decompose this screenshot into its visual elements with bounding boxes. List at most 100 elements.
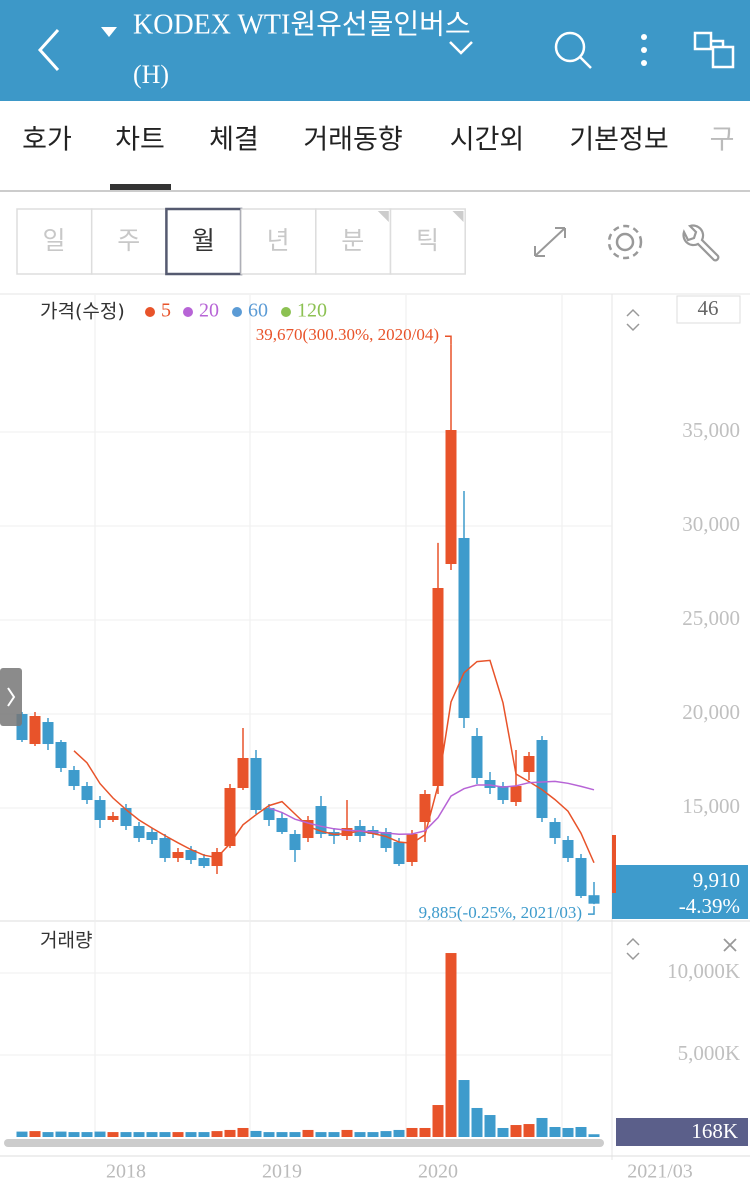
candle-body <box>94 800 106 821</box>
volume-bar <box>471 1107 483 1137</box>
volume-bar <box>42 1132 54 1137</box>
candle-body <box>315 806 327 835</box>
volume-bar <box>29 1131 41 1137</box>
candle-body <box>588 895 600 904</box>
current-price-box <box>612 865 748 919</box>
search-button[interactable] <box>554 31 592 69</box>
volume-bar <box>237 1127 249 1137</box>
legend-entry: 120 <box>297 300 327 322</box>
count-value: 46 <box>698 296 719 320</box>
volume-bar <box>367 1132 379 1137</box>
candle-body <box>432 588 444 787</box>
candle-body <box>224 788 236 847</box>
tab-underline <box>110 184 171 190</box>
legend-dot <box>281 307 291 317</box>
volume-bar <box>198 1132 210 1137</box>
volume-bar <box>523 1124 535 1137</box>
candle-body <box>471 736 483 779</box>
tools-button[interactable] <box>682 224 720 262</box>
x-tick-label: 2018 <box>106 1161 146 1183</box>
volume-bar <box>289 1132 301 1137</box>
tab[interactable]: 거래동향 <box>303 125 402 156</box>
candle-body <box>523 756 535 773</box>
legend-entry: 5 <box>161 300 171 322</box>
current-price: 9,910 <box>693 868 740 892</box>
candle-body <box>211 851 223 867</box>
volume-bar <box>393 1129 405 1137</box>
side-panel-handle[interactable] <box>0 668 22 726</box>
window-button[interactable] <box>693 31 735 69</box>
candle-body <box>419 793 431 823</box>
volume-bar <box>380 1131 392 1137</box>
menu-button[interactable] <box>641 34 647 66</box>
volume-bar <box>185 1132 197 1137</box>
annotation-arrow <box>445 335 452 345</box>
volume-scale-toggle[interactable] <box>626 937 640 961</box>
stock-subtitle: (H) <box>133 60 169 89</box>
chart-label: 가격(수정) <box>40 301 125 323</box>
candle-body <box>276 818 288 833</box>
count-box[interactable] <box>676 295 741 324</box>
scrollbar[interactable] <box>4 1139 604 1147</box>
candle-body <box>198 858 210 867</box>
tab[interactable]: 차트 <box>115 125 165 156</box>
period-button[interactable] <box>240 208 317 275</box>
volume-bar <box>406 1127 418 1137</box>
volume-bar <box>120 1132 132 1137</box>
candle-body <box>575 858 587 897</box>
y-tick-label: 25,000 <box>682 606 740 630</box>
candle-body <box>536 740 548 819</box>
volume-bar <box>263 1132 275 1137</box>
legend-dot <box>183 307 193 317</box>
tab[interactable]: 호가 <box>22 125 72 156</box>
expand-title[interactable] <box>449 41 473 55</box>
candle-body <box>549 822 561 839</box>
candle-body <box>133 825 145 839</box>
volume-bar <box>562 1127 574 1137</box>
period-button[interactable] <box>389 208 466 275</box>
period-button[interactable] <box>315 208 392 275</box>
fullscreen-button[interactable] <box>534 227 566 257</box>
back-button[interactable] <box>37 28 60 72</box>
candle-body <box>81 786 93 801</box>
price-scale-toggle[interactable] <box>626 308 640 332</box>
volume-bar <box>211 1131 223 1137</box>
volume-bar <box>94 1131 106 1137</box>
stock-title[interactable]: KODEX WTI원유선물인버스 <box>133 9 471 40</box>
volume-bar <box>224 1129 236 1137</box>
candle-body <box>484 780 496 789</box>
x-tick-label: 2019 <box>262 1161 302 1183</box>
close-volume[interactable] <box>723 938 737 952</box>
moving-average <box>73 659 595 864</box>
candle-body <box>146 832 158 841</box>
dropdown-icon[interactable] <box>101 27 117 37</box>
period-button[interactable] <box>90 208 168 275</box>
volume-bar <box>172 1132 184 1137</box>
legend-dot <box>232 307 242 317</box>
tab[interactable]: 시간외 <box>450 125 525 156</box>
candle-body <box>341 828 353 836</box>
volume-bar <box>276 1132 288 1137</box>
candle-body <box>406 834 418 863</box>
settings-button[interactable] <box>607 224 643 260</box>
volume-chart: 5,000K 10,000K 거래량 2018 2019 2020 <box>0 930 740 1183</box>
volume-bar <box>302 1129 314 1137</box>
candle-body <box>562 840 574 859</box>
candle-body <box>250 757 262 810</box>
price-chart: 15,000 20,000 25,000 30,000 35,000 가격(수정) 5 20 6… <box>0 300 740 922</box>
period-label: 년 <box>267 226 290 255</box>
candle-body <box>185 850 197 861</box>
volume-bar <box>315 1132 327 1137</box>
period-button[interactable] <box>165 207 243 276</box>
candle-body <box>458 537 470 719</box>
legend-entry: 60 <box>248 300 268 322</box>
tab[interactable]: 기본정보 <box>569 125 668 156</box>
high-annotation: 39,670(300.30%, 2020/04) <box>256 325 439 344</box>
volume-bar <box>250 1130 262 1137</box>
candle-body <box>159 838 171 859</box>
volume-bar <box>341 1129 353 1137</box>
tab[interactable]: 체결 <box>209 125 259 156</box>
tab[interactable]: 구 <box>710 125 735 156</box>
